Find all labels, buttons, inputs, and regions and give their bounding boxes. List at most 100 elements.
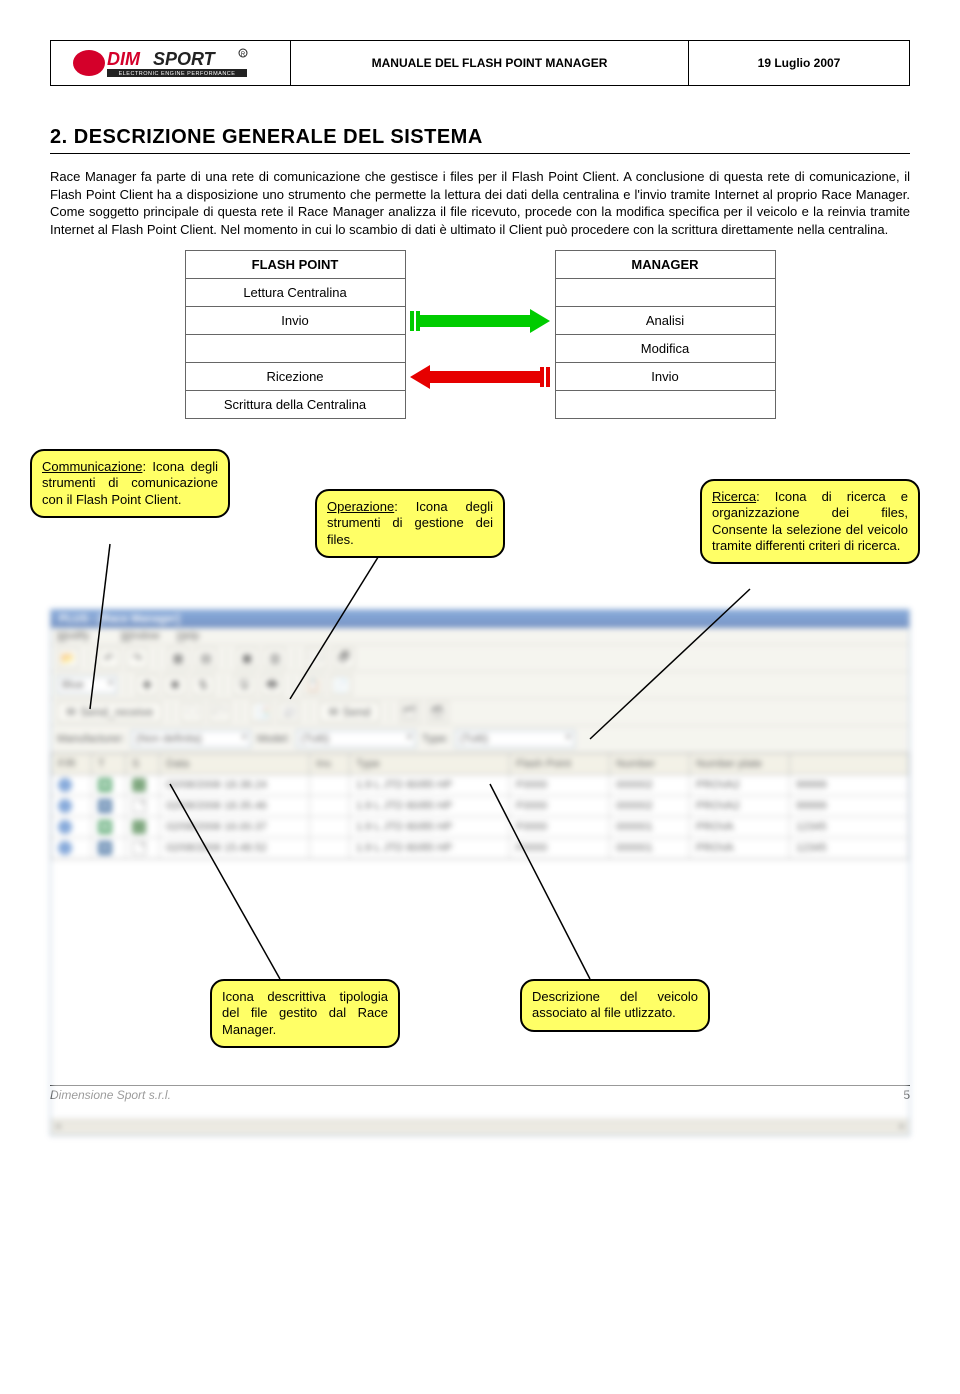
callout-communication: Communicazione: Icona degli strumenti di… bbox=[30, 449, 230, 518]
svg-text:ELECTRONIC ENGINE PERFORMANCE: ELECTRONIC ENGINE PERFORMANCE bbox=[118, 71, 235, 77]
menu-modify[interactable]: Modify bbox=[57, 630, 103, 642]
toolbar-main: 📂 ↶ ↷ ▦ ▤ ▣ ▥ 🗔 🗗 bbox=[51, 645, 909, 672]
table-row[interactable]: O02/08/2006 18.35.461.9 L JTD 80/85 HPF0… bbox=[52, 796, 909, 817]
flow-cell bbox=[185, 335, 405, 363]
flow-cell bbox=[555, 391, 775, 419]
tool-icon[interactable]: 📑 bbox=[250, 702, 272, 722]
flow-cell: Scrittura della Centralina bbox=[185, 391, 405, 419]
table-row[interactable]: O02/08/2006 15.48.521.9 L JTD 80/85 HPF0… bbox=[52, 838, 909, 859]
header-date: 19 Luglio 2007 bbox=[689, 41, 909, 85]
col-fp[interactable]: Flash Point bbox=[510, 754, 610, 775]
document-header: DIM SPORT R ELECTRONIC ENGINE PERFORMANC… bbox=[50, 40, 910, 86]
tool-icon[interactable]: ▤ bbox=[195, 648, 217, 668]
section-title: 2. DESCRIZIONE GENERALE DEL SISTEMA bbox=[50, 126, 910, 154]
svg-text:R: R bbox=[240, 52, 245, 58]
flow-cell bbox=[555, 279, 775, 307]
manufacturer-label: Manufacturer: bbox=[57, 733, 125, 745]
callout-title: Ricerca bbox=[712, 489, 756, 504]
table-row[interactable]: M02/08/2006 16.00.371.9 L JTD 80/85 HPF0… bbox=[52, 817, 909, 838]
globe-icon bbox=[58, 820, 72, 834]
manufacturer-combo[interactable]: (Non definita) bbox=[131, 730, 251, 748]
tool-icon[interactable]: 🖶 bbox=[261, 675, 283, 695]
send-button[interactable]: ✉ Send bbox=[319, 702, 379, 722]
svg-text:DIM: DIM bbox=[107, 49, 141, 69]
tool-icon[interactable]: ↷ bbox=[126, 648, 148, 668]
send-label: Send bbox=[343, 705, 371, 719]
callout-body: Icona descrittiva tipologia del file ges… bbox=[222, 989, 388, 1037]
filter-bar: Manufacturer: (Non definita) Model: (Tut… bbox=[51, 726, 909, 753]
header-title: MANUALE DEL FLASH POINT MANAGER bbox=[291, 41, 689, 85]
section-title-text: DESCRIZIONE GENERALE DEL SISTEMA bbox=[74, 126, 483, 148]
callout-title: Communicazione bbox=[42, 459, 142, 474]
flow-cell: Lettura Centralina bbox=[185, 279, 405, 307]
tool-icon[interactable]: ⇅ bbox=[192, 675, 214, 695]
tool-icon[interactable]: 📄 bbox=[330, 675, 352, 695]
type-label: Type: bbox=[422, 733, 449, 745]
tool-icon[interactable]: ▣ bbox=[236, 648, 258, 668]
flow-left-header: FLASH POINT bbox=[185, 251, 405, 279]
menu-window[interactable]: Window bbox=[120, 630, 159, 642]
arrow-green-icon bbox=[410, 309, 550, 333]
flow-cell: Invio bbox=[185, 307, 405, 335]
model-combo[interactable]: (Tutti) bbox=[296, 730, 416, 748]
flow-cell: Analisi bbox=[555, 307, 775, 335]
flow-cell: Modifica bbox=[555, 335, 775, 363]
svg-text:SPORT: SPORT bbox=[153, 49, 217, 69]
tool-icon[interactable]: 🗂 bbox=[399, 702, 421, 722]
tool-icon[interactable]: ✚ bbox=[136, 675, 158, 695]
col-num[interactable]: Number bbox=[610, 754, 690, 775]
section-paragraph: Race Manager fa parte di una rete di com… bbox=[50, 168, 910, 238]
col-extra[interactable] bbox=[790, 754, 909, 775]
flow-right-header: MANAGER bbox=[555, 251, 775, 279]
toolbar-send: ✉ Send_receive 🗀 🗁 📑 📰 ✉ Send 🗂 🗃 bbox=[51, 699, 909, 726]
tool-icon[interactable]: 🗃 bbox=[427, 702, 449, 722]
globe-icon bbox=[58, 799, 72, 813]
callout-file-icon: Icona descrittiva tipologia del file ges… bbox=[210, 979, 400, 1048]
col-fr[interactable]: F/R bbox=[52, 754, 92, 775]
section-number: 2. bbox=[50, 126, 68, 148]
col-inv[interactable]: Inv. bbox=[310, 754, 350, 775]
col-type[interactable]: Type bbox=[350, 754, 510, 775]
app-window: PLUS - [Race Manager] Modify Window Help… bbox=[50, 609, 910, 1136]
window-titlebar: PLUS - [Race Manager] bbox=[51, 610, 909, 628]
data-grid: F/R T S Data Inv. Type Flash Point Numbe… bbox=[51, 753, 909, 859]
tool-icon[interactable]: 🗔 bbox=[305, 648, 327, 668]
callout-search: Ricerca: Icona di ricerca e organizzazio… bbox=[700, 479, 920, 564]
tool-icon[interactable]: 🗗 bbox=[333, 648, 355, 668]
send-receive-label: Send_receive bbox=[80, 705, 153, 719]
type-combo[interactable]: (Tutti) bbox=[455, 730, 575, 748]
tool-icon[interactable]: 🖫 bbox=[233, 675, 255, 695]
send-receive-button[interactable]: ✉ Send_receive bbox=[57, 702, 162, 722]
col-t[interactable]: T bbox=[92, 754, 126, 775]
dimsport-logo: DIM SPORT R ELECTRONIC ENGINE PERFORMANC… bbox=[71, 45, 271, 81]
flow-cell: Invio bbox=[555, 363, 775, 391]
globe-icon bbox=[58, 841, 72, 855]
callout-title: Operazione bbox=[327, 499, 394, 514]
tool-icon[interactable]: 🗁 bbox=[209, 702, 231, 722]
tool-icon[interactable]: 📋 bbox=[302, 675, 324, 695]
flow-diagram: FLASH POINT MANAGER Lettura Centralina I… bbox=[50, 250, 910, 419]
col-s[interactable]: S bbox=[126, 754, 160, 775]
tool-icon[interactable]: 📰 bbox=[278, 702, 300, 722]
callout-vehicle-desc: Descrizione del veicolo associato al fil… bbox=[520, 979, 710, 1032]
arrow-red-icon bbox=[410, 365, 550, 389]
menubar: Modify Window Help bbox=[51, 628, 909, 645]
tool-icon[interactable]: ✖ bbox=[164, 675, 186, 695]
color-combo[interactable]: Blue bbox=[57, 676, 117, 694]
globe-icon bbox=[58, 778, 72, 792]
col-plate[interactable]: Number plate bbox=[690, 754, 790, 775]
callout-operation: Operazione: Icona degli strumenti di ges… bbox=[315, 489, 505, 558]
model-label: Model: bbox=[257, 733, 290, 745]
open-icon[interactable]: 📂 bbox=[57, 648, 79, 668]
table-row[interactable]: M02/08/2006 18.38.241.9 L JTD 80/85 HPF0… bbox=[52, 775, 909, 796]
tool-icon[interactable]: 🗀 bbox=[181, 702, 203, 722]
toolbar-color: Blue ✚ ✖ ⇅ 🖫 🖶 📋 📄 bbox=[51, 672, 909, 699]
menu-help[interactable]: Help bbox=[177, 630, 200, 642]
logo-cell: DIM SPORT R ELECTRONIC ENGINE PERFORMANC… bbox=[51, 41, 291, 85]
tool-icon[interactable]: ▦ bbox=[167, 648, 189, 668]
flow-cell: Ricezione bbox=[185, 363, 405, 391]
tool-icon[interactable]: ↶ bbox=[98, 648, 120, 668]
col-data[interactable]: Data bbox=[160, 754, 310, 775]
horizontal-scrollbar[interactable] bbox=[51, 1119, 909, 1135]
tool-icon[interactable]: ▥ bbox=[264, 648, 286, 668]
